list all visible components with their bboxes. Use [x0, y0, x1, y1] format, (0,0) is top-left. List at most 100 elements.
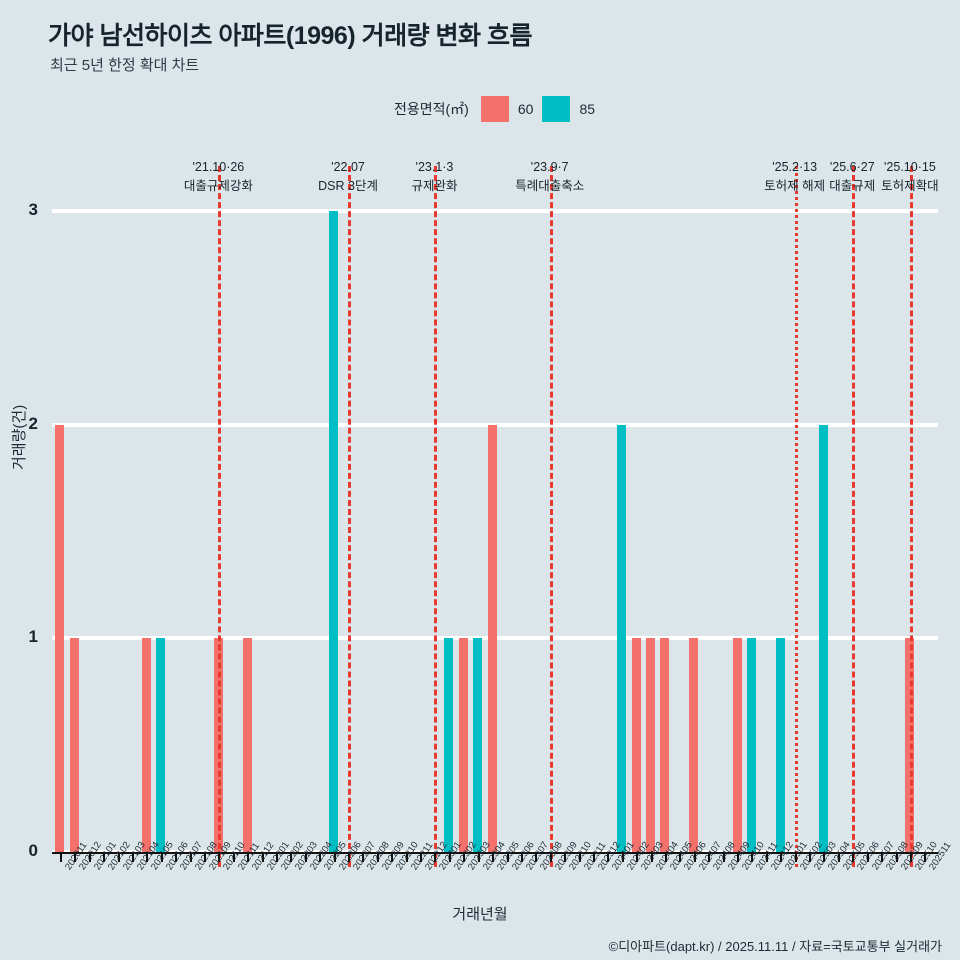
event-annotation-202301: '23.1·3 규제완화	[411, 158, 457, 197]
event-annotation-202207: '22.07 DSR 3단계	[318, 158, 378, 197]
x-tick-mark-202311	[578, 853, 581, 862]
footer-credit: ©디아파트(dapt.kr) / 2025.11.11 / 자료=국토교통부 실…	[608, 939, 942, 954]
x-tick-mark-202207	[348, 853, 351, 862]
bar-60-202407[interactable]	[689, 638, 699, 852]
event-annotation-202309: '23.9·7 특례대출축소	[515, 158, 584, 197]
bar-85-202302[interactable]	[444, 638, 454, 852]
x-tick-mark-202109	[203, 853, 206, 862]
x-tick-mark-202309	[549, 853, 552, 862]
bar-60-202112[interactable]	[242, 638, 252, 852]
bar-60-202404[interactable]	[646, 638, 656, 852]
event-line-202301	[434, 166, 438, 867]
event-text: DSR 3단계	[318, 179, 378, 194]
x-tick-mark-202503	[809, 853, 812, 862]
x-tick-mark-202306	[506, 853, 509, 862]
x-tick-mark-202310	[564, 853, 567, 862]
x-tick-mark-202404	[650, 853, 653, 862]
bar-60-202410[interactable]	[732, 638, 742, 852]
event-text: 규제완화	[411, 179, 458, 194]
x-tick-mark-202012	[74, 853, 77, 862]
x-tick-mark-202303	[463, 853, 466, 862]
x-tick-mark-202209	[376, 853, 379, 862]
y-tick-3: 3	[28, 200, 38, 219]
x-axis-line	[52, 852, 938, 854]
x-tick-mark-202504	[823, 853, 826, 862]
x-tick-mark-202507	[866, 853, 869, 862]
legend-label-85: 85	[579, 101, 596, 117]
x-tick-mark-202212	[420, 853, 423, 862]
page-title: 가야 남선하이츠 아파트(1996) 거래량 변화 흐름	[48, 22, 533, 50]
x-tick-mark-202110	[218, 853, 221, 862]
bar-85-202501[interactable]	[775, 638, 785, 852]
event-line-202506	[852, 166, 856, 867]
bar-60-202305[interactable]	[487, 424, 497, 852]
event-text: 대출규제	[829, 179, 876, 194]
x-tick-mark-202210	[391, 853, 394, 862]
event-text: 특례대출축소	[515, 179, 585, 194]
bar-85-202206[interactable]	[329, 211, 339, 852]
event-line-202207	[348, 166, 352, 867]
gridline-3	[52, 209, 938, 213]
bar-60-202011[interactable]	[55, 424, 65, 852]
chart-subtitle: 최근 5년 한정 확대 차트	[50, 57, 200, 74]
x-tick-mark-202508	[881, 853, 884, 862]
x-tick-mark-202204	[304, 853, 307, 862]
y-tick-2: 2	[28, 413, 38, 433]
x-tick-mark-202511	[924, 853, 927, 862]
event-text: 대출규제강화	[183, 179, 253, 194]
x-tick-mark-202501	[780, 853, 783, 862]
event-text: 토허제확대	[881, 179, 939, 194]
bar-85-202106[interactable]	[156, 638, 166, 852]
bar-60-202405[interactable]	[660, 638, 670, 852]
bar-60-202105[interactable]	[141, 638, 151, 852]
legend-swatch-60	[480, 96, 509, 122]
event-date: '21.10·26	[192, 160, 245, 174]
x-tick-mark-202403	[636, 853, 639, 862]
event-line-202110	[218, 166, 222, 867]
x-tick-mark-202505	[837, 853, 840, 862]
bar-85-202402[interactable]	[617, 424, 627, 852]
x-tick-mark-202409	[722, 853, 725, 862]
x-tick-mark-202304	[477, 853, 480, 862]
bar-60-202403[interactable]	[631, 638, 641, 852]
x-tick-mark-202305	[492, 853, 495, 862]
x-tick-mark-202405	[664, 853, 667, 862]
x-tick-mark-202101	[88, 853, 91, 862]
event-date: '23.9·7	[530, 160, 569, 174]
y-tick-0: 0	[28, 841, 38, 860]
x-tick-mark-202106	[160, 853, 163, 862]
x-tick-mark-202312	[592, 853, 595, 862]
chart-legend: 전용면적(㎡) 60 85	[394, 96, 595, 122]
x-tick-mark-202407	[693, 853, 696, 862]
x-tick-mark-202011	[59, 853, 62, 862]
x-tick-mark-202510	[909, 853, 912, 862]
x-tick-mark-202108	[189, 853, 192, 862]
x-tick-mark-202402	[621, 853, 624, 862]
event-annotation-202110: '21.10·26 대출규제강화	[184, 158, 253, 197]
event-date: '25.2·13	[772, 160, 818, 174]
x-tick-mark-202411	[751, 853, 754, 862]
x-tick-mark-202203	[290, 853, 293, 862]
bar-85-202304[interactable]	[473, 638, 483, 852]
bar-60-202012[interactable]	[69, 638, 79, 852]
x-tick-mark-202308	[535, 853, 538, 862]
event-line-202502	[794, 166, 798, 867]
event-date: '23.1·3	[415, 160, 454, 174]
y-tick-1: 1	[28, 627, 38, 647]
x-tick-mark-202201	[261, 853, 264, 862]
gridline-2	[52, 422, 938, 427]
bar-85-202411[interactable]	[746, 638, 756, 852]
bar-60-202303[interactable]	[458, 638, 468, 852]
event-line-202309	[549, 166, 553, 867]
x-tick-mark-202211	[405, 853, 408, 862]
legend-label-60: 60	[517, 101, 534, 117]
x-tick-mark-202301	[434, 853, 437, 862]
x-axis-label: 거래년월	[452, 906, 508, 923]
x-tick-mark-202412	[765, 853, 768, 862]
event-annotation-202506: '25.6·27 대출규제	[829, 158, 875, 197]
x-tick-mark-202208	[362, 853, 365, 862]
event-date: '25.6·27	[829, 160, 875, 174]
x-tick-mark-202408	[708, 853, 711, 862]
x-tick-mark-202202	[276, 853, 279, 862]
bar-85-202504[interactable]	[818, 424, 828, 852]
